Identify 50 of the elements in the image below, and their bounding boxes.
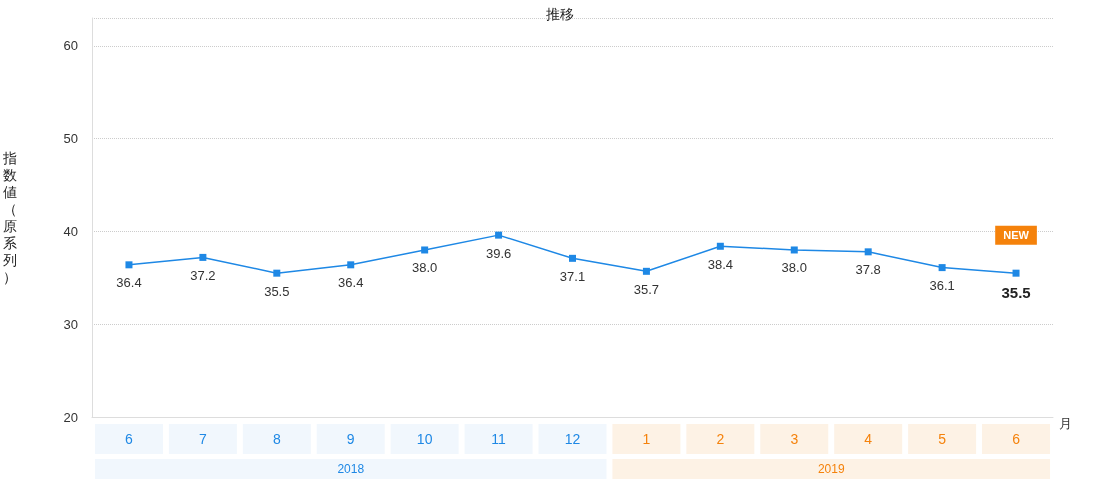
data-label: 37.1 bbox=[559, 268, 586, 284]
point bbox=[716, 242, 724, 250]
x-tick-label: 4 bbox=[864, 431, 873, 447]
data-label: 35.5 bbox=[264, 283, 290, 299]
data-label: 38.4 bbox=[707, 256, 733, 272]
x-tick-label: 6 bbox=[125, 431, 134, 447]
point bbox=[1012, 269, 1020, 277]
y-tick-label: 60 bbox=[63, 38, 78, 54]
point bbox=[938, 264, 946, 272]
x-tick-label: 6 bbox=[1012, 431, 1021, 447]
point bbox=[347, 261, 355, 269]
data-label: 35.5 bbox=[1001, 283, 1031, 301]
point bbox=[421, 246, 429, 254]
data-label: 38.0 bbox=[412, 260, 438, 276]
point bbox=[125, 261, 133, 269]
chart-title: 推移 bbox=[546, 6, 574, 22]
point bbox=[495, 231, 503, 239]
x-tick-label: 3 bbox=[790, 431, 799, 447]
x-tick-label: 7 bbox=[198, 431, 207, 447]
data-label: 35.7 bbox=[633, 281, 660, 297]
annotation: NEW bbox=[1003, 229, 1030, 242]
y-tick-label: 50 bbox=[63, 131, 78, 147]
point bbox=[642, 267, 650, 275]
x-tick-label: 9 bbox=[346, 431, 355, 447]
x-tick-label: 2 bbox=[716, 431, 725, 447]
x-tick-label: 8 bbox=[272, 431, 281, 447]
data-label: 37.8 bbox=[855, 262, 881, 278]
x-tick-label: 11 bbox=[491, 431, 507, 447]
data-label: 37.2 bbox=[190, 267, 216, 283]
x-tick-label: 10 bbox=[416, 431, 433, 447]
y-tick-label: 20 bbox=[63, 409, 78, 425]
y-tick-label: 40 bbox=[63, 223, 78, 239]
x-tick-label: 5 bbox=[938, 431, 947, 447]
data-label: 39.6 bbox=[485, 245, 512, 261]
point bbox=[273, 269, 281, 277]
point bbox=[569, 254, 576, 262]
point bbox=[864, 248, 872, 256]
data-label: 36.4 bbox=[338, 275, 364, 291]
y-axis-title: 指数値（原系列） bbox=[2, 150, 17, 285]
point bbox=[790, 246, 798, 254]
data-label: 36.4 bbox=[116, 275, 142, 291]
point bbox=[199, 253, 207, 261]
x-tick-label: 12 bbox=[564, 431, 581, 447]
data-label: 38.0 bbox=[781, 260, 807, 276]
x-axis-title: 月 bbox=[1059, 416, 1072, 431]
data-label: 36.1 bbox=[929, 278, 955, 294]
text: 2018 bbox=[337, 462, 365, 476]
y-tick-label: 30 bbox=[63, 316, 78, 332]
text: 2019 bbox=[817, 462, 845, 476]
x-tick-label: 1 bbox=[642, 431, 651, 447]
